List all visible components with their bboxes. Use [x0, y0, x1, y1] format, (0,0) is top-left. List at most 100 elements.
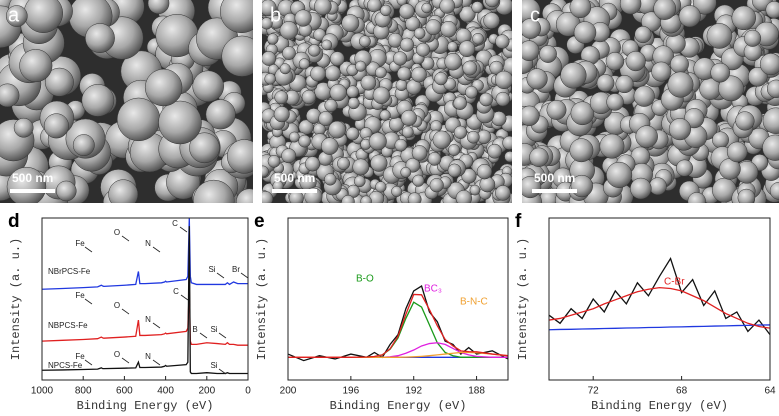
- annotation-arrow: [218, 368, 227, 375]
- particle: [630, 177, 652, 200]
- particle: [367, 0, 382, 13]
- particle: [394, 138, 408, 152]
- particle: [56, 180, 77, 202]
- particle: [81, 84, 115, 117]
- annotation-arrow: [121, 308, 130, 315]
- particle: [416, 42, 431, 57]
- particle: [522, 18, 541, 39]
- particle: [735, 111, 755, 131]
- particle: [670, 54, 689, 74]
- scale-bar-label: 500 nm: [274, 171, 315, 185]
- particle: [392, 51, 408, 66]
- sem-image: [522, 0, 779, 203]
- particle: [147, 0, 170, 15]
- particle: [328, 120, 346, 139]
- particle: [560, 62, 587, 89]
- particle: [448, 144, 460, 156]
- series-label: BC₃: [424, 284, 442, 295]
- particle: [459, 5, 476, 23]
- annotation-arrow: [84, 246, 93, 253]
- particle: [427, 152, 442, 166]
- peak-annotation: N: [145, 239, 151, 248]
- particle: [72, 134, 95, 157]
- series-label: NPCS-Fe: [48, 361, 83, 370]
- particle: [116, 97, 161, 142]
- plot-frame: [41, 217, 249, 381]
- particle: [370, 154, 388, 172]
- particle: [759, 53, 779, 76]
- particle: [19, 49, 53, 83]
- x-tick-label: 64: [764, 386, 776, 397]
- peak-annotation: Si: [210, 361, 217, 370]
- particle: [651, 61, 672, 82]
- particle: [522, 40, 540, 61]
- particle: [615, 75, 634, 94]
- peak-annotation: Fe: [75, 291, 85, 300]
- annotation-arrow: [240, 272, 249, 279]
- x-tick-label: 72: [588, 386, 600, 397]
- particle: [400, 166, 412, 178]
- particle: [352, 158, 370, 176]
- particle: [432, 130, 451, 149]
- peak-annotation: N: [145, 315, 151, 324]
- x-tick-label: 800: [75, 386, 92, 397]
- sem-image: [0, 0, 253, 203]
- annotation-arrow: [84, 298, 93, 305]
- particle: [619, 0, 642, 15]
- particle: [461, 168, 477, 184]
- particle: [447, 41, 458, 53]
- particle: [347, 97, 360, 110]
- particle: [298, 58, 310, 70]
- panel-label: d: [8, 211, 20, 232]
- particle: [399, 37, 415, 52]
- particle: [375, 181, 387, 193]
- x-tick-label: 600: [116, 386, 133, 397]
- particle: [465, 85, 478, 99]
- panel-label: f: [515, 211, 522, 232]
- series-label: B-O: [356, 274, 374, 285]
- particle: [405, 16, 421, 32]
- peak-annotation: Si: [208, 265, 215, 274]
- series-line: [42, 287, 248, 346]
- x-axis-label: Binding Energy (eV): [330, 399, 467, 413]
- x-tick-label: 200: [198, 386, 215, 397]
- particle: [676, 159, 694, 177]
- particle: [282, 46, 296, 60]
- peak-annotation: B: [192, 325, 197, 334]
- particle: [193, 179, 235, 203]
- annotation-arrow: [216, 272, 225, 279]
- particle: [606, 93, 624, 111]
- particle: [6, 166, 47, 203]
- particle: [273, 106, 290, 123]
- particle: [5, 5, 28, 27]
- sem-image: [262, 0, 512, 203]
- particle: [483, 12, 500, 29]
- y-axis-label: Intensity (a. u.): [9, 238, 23, 360]
- particle: [635, 125, 658, 148]
- particle: [379, 109, 391, 121]
- plot-frame: [287, 217, 509, 381]
- x-tick-label: 196: [343, 386, 360, 397]
- particle: [360, 195, 372, 203]
- particle: [706, 23, 733, 49]
- particle: [0, 83, 20, 108]
- annotation-arrow: [152, 246, 161, 253]
- particle: [526, 68, 548, 90]
- particle: [484, 0, 500, 8]
- particle: [439, 0, 456, 14]
- x-axis-label: Binding Energy (eV): [77, 399, 214, 413]
- series-label: NBPCS-Fe: [48, 321, 88, 330]
- particle: [304, 156, 321, 172]
- series-line: [549, 324, 770, 331]
- particle: [401, 126, 414, 138]
- particle: [440, 20, 457, 38]
- particle: [596, 74, 615, 92]
- particle: [653, 0, 677, 20]
- particle: [407, 192, 422, 203]
- particle: [476, 163, 493, 180]
- particle: [731, 5, 756, 31]
- particle: [667, 71, 694, 98]
- y-axis-label: Intensity (a. u.): [516, 238, 530, 360]
- particle: [353, 175, 366, 188]
